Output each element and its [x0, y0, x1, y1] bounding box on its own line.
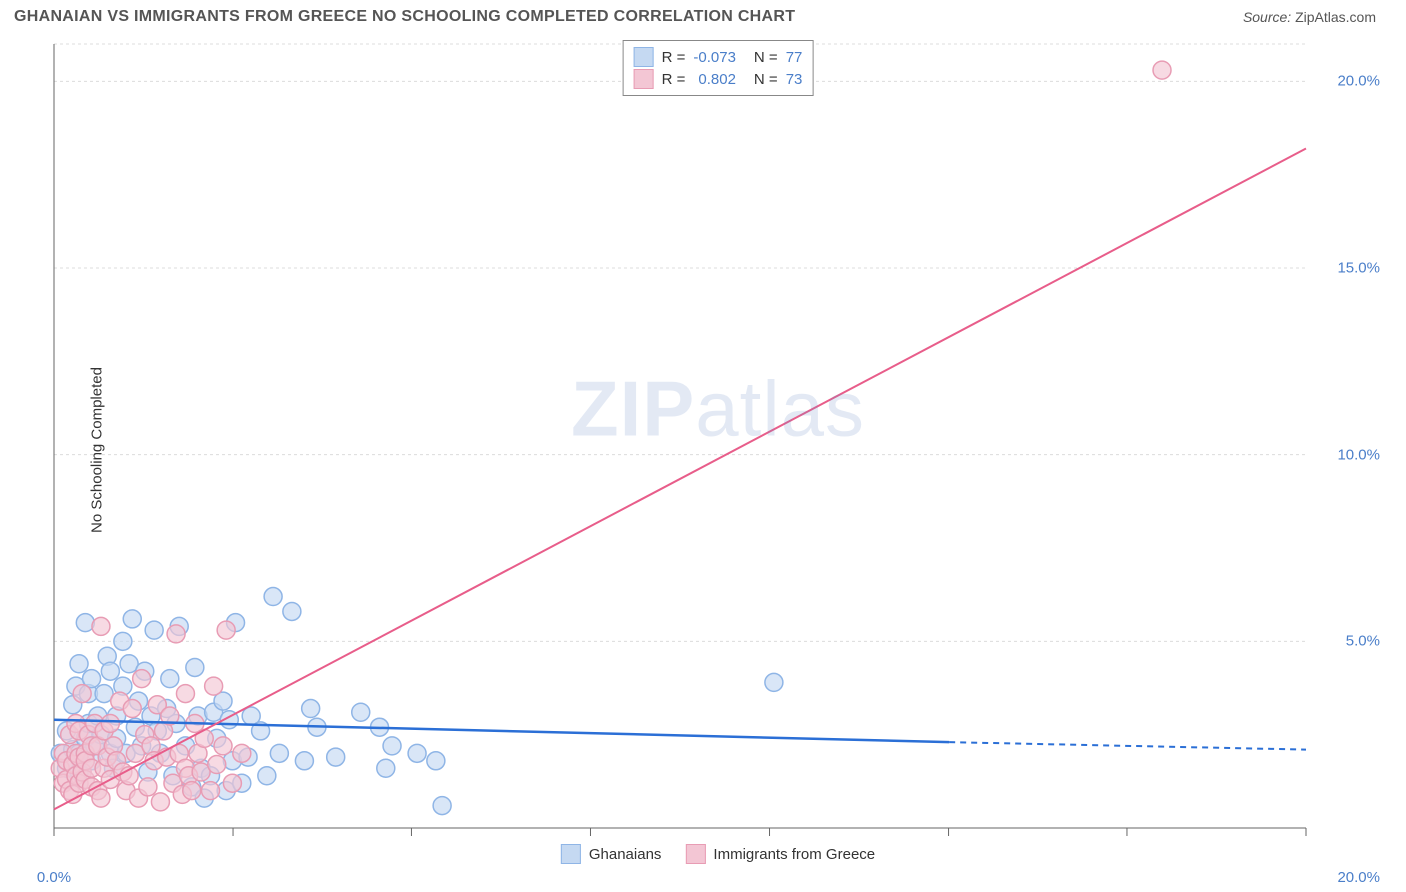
correlation-row-0: R = -0.073 N = 77 — [634, 47, 803, 67]
legend-item-1: Immigrants from Greece — [685, 844, 875, 864]
y-tick-label: 10.0% — [1337, 446, 1380, 463]
x-tick-label: 0.0% — [37, 869, 71, 886]
legend-label-0: Ghanaians — [589, 846, 662, 863]
y-tick-label: 15.0% — [1337, 260, 1380, 277]
source-attribution: Source: ZipAtlas.com — [1243, 9, 1376, 25]
legend-swatch-greece — [685, 844, 705, 864]
r-label: R = — [662, 71, 686, 88]
y-tick-label: 5.0% — [1346, 633, 1380, 650]
legend-swatch-ghanaians — [561, 844, 581, 864]
source-prefix: Source: — [1243, 9, 1291, 25]
legend-label-1: Immigrants from Greece — [713, 846, 875, 863]
r-label: R = — [662, 49, 686, 66]
n-value-0: 77 — [786, 49, 803, 66]
y-tick-label: 20.0% — [1337, 73, 1380, 90]
scatter-chart — [50, 38, 1386, 862]
x-tick-label: 20.0% — [1337, 869, 1380, 886]
correlation-row-1: R = 0.802 N = 73 — [634, 69, 803, 89]
legend-swatch-0 — [634, 47, 654, 67]
r-value-1: 0.802 — [698, 71, 736, 88]
legend-swatch-1 — [634, 69, 654, 89]
chart-area: No Schooling Completed ZIPatlas R = -0.0… — [50, 38, 1386, 862]
chart-header: GHANAIAN VS IMMIGRANTS FROM GREECE NO SC… — [0, 0, 1406, 30]
legend-item-0: Ghanaians — [561, 844, 662, 864]
n-label: N = — [754, 71, 778, 88]
chart-title: GHANAIAN VS IMMIGRANTS FROM GREECE NO SC… — [14, 8, 795, 26]
r-value-0: -0.073 — [693, 49, 736, 66]
series-legend: Ghanaians Immigrants from Greece — [561, 844, 875, 864]
n-label: N = — [754, 49, 778, 66]
source-name: ZipAtlas.com — [1295, 9, 1376, 25]
n-value-1: 73 — [786, 71, 803, 88]
correlation-legend: R = -0.073 N = 77 R = 0.802 N = 73 — [623, 40, 814, 96]
